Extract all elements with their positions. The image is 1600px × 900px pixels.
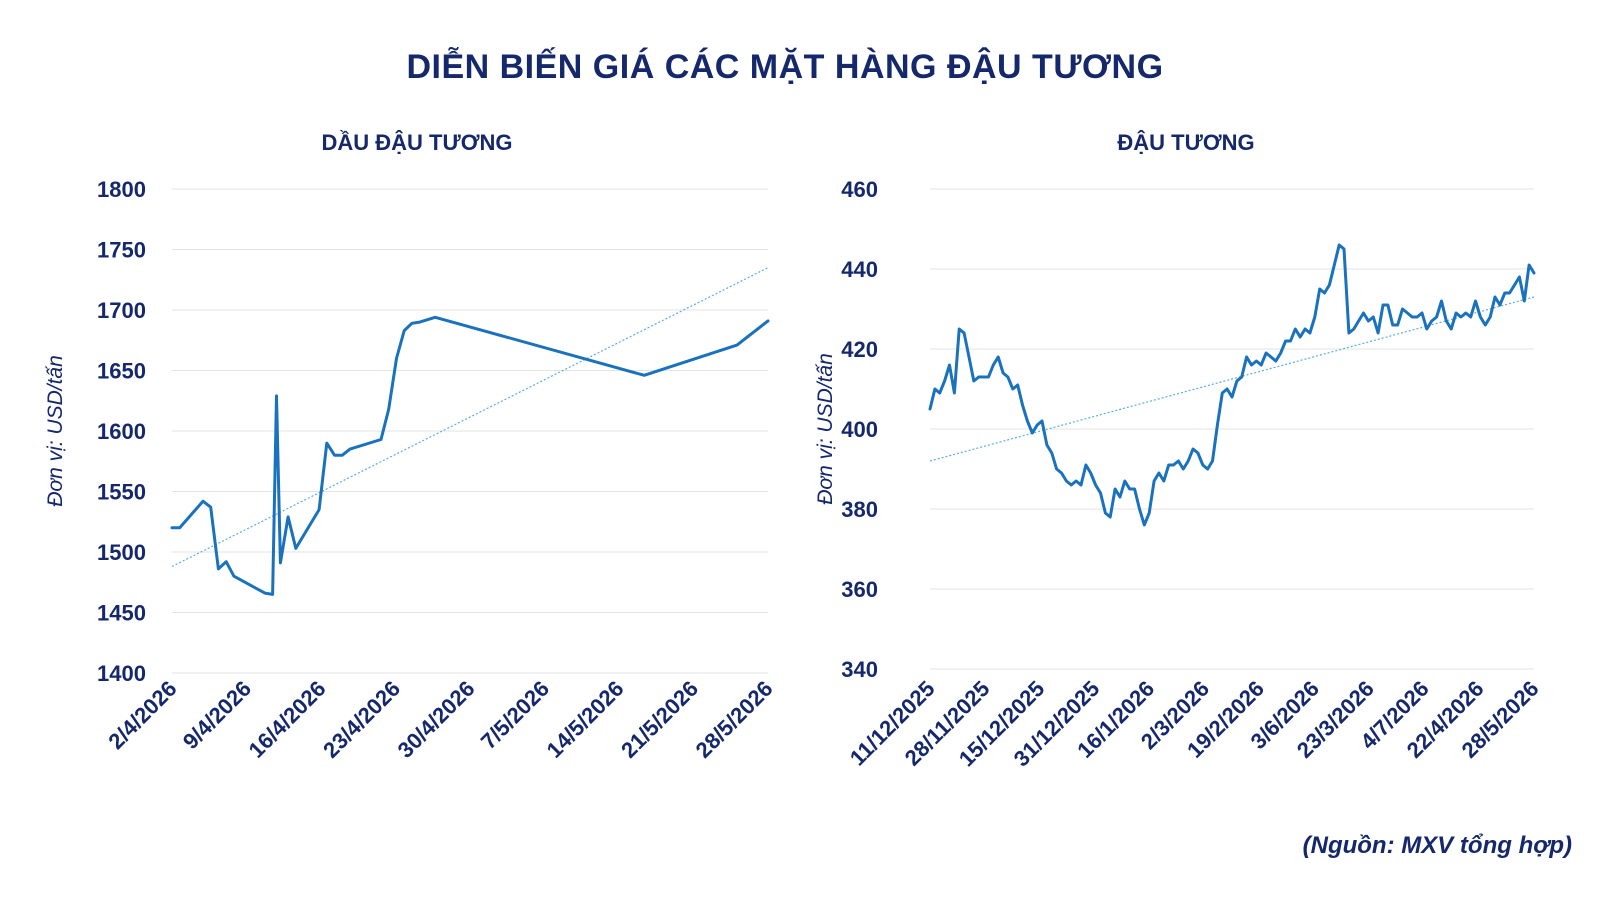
page-title: DIỄN BIẾN GIÁ CÁC MẶT HÀNG ĐẬU TƯƠNG	[406, 48, 1164, 86]
chart-subtitle: ĐẬU TƯƠNG	[1117, 130, 1254, 155]
price-series-line	[170, 315, 770, 596]
y-tick-label: 1750	[97, 238, 146, 263]
y-tick-label: 340	[841, 657, 878, 682]
x-tick-label: 2/4/2026	[103, 676, 181, 754]
x-tick-label: 30/4/2026	[393, 676, 480, 763]
y-tick-label: 1550	[97, 480, 146, 505]
y-tick-label: 1400	[97, 661, 146, 686]
x-tick-label: 7/5/2026	[476, 676, 554, 754]
y-tick-label: 460	[841, 177, 878, 202]
price-series-line	[928, 243, 1536, 527]
trendline	[171, 267, 769, 568]
trendline	[929, 296, 1535, 462]
x-tick-label: 16/4/2026	[244, 676, 331, 763]
soybean-oil-chart: DẦU ĐẬU TƯƠNG Đơn vị: USD/tấn 1400 1450 1500…	[44, 130, 778, 763]
x-tick-label: 28/5/2026	[691, 676, 778, 763]
y-tick-label: 400	[841, 417, 878, 442]
source-note: (Nguồn: MXV tổng hợp)	[1302, 832, 1572, 859]
x-tick-label: 9/4/2026	[178, 676, 256, 754]
y-tick-label: 360	[841, 577, 878, 602]
y-tick-label: 1600	[97, 419, 146, 444]
x-tick-label: 23/4/2026	[318, 676, 405, 763]
y-tick-label: 420	[841, 337, 878, 362]
x-tick-label: 21/5/2026	[616, 676, 703, 763]
x-tick-label: 14/5/2026	[542, 676, 629, 763]
y-tick-label: 1650	[97, 359, 146, 384]
y-axis-label: Đơn vị: USD/tấn	[814, 353, 837, 505]
y-axis-label: Đơn vị: USD/tấn	[44, 355, 67, 507]
soybean-chart: ĐẬU TƯƠNG Đơn vị: USD/tấn 340 360 380 400 420 4…	[814, 130, 1544, 771]
y-tick-label: 1500	[97, 540, 146, 565]
y-tick-label: 440	[841, 257, 878, 282]
y-tick-label: 1450	[97, 601, 146, 626]
y-tick-label: 1800	[97, 177, 146, 202]
y-tick-label: 1700	[97, 298, 146, 323]
y-tick-label: 380	[841, 497, 878, 522]
chart-subtitle: DẦU ĐẬU TƯƠNG	[321, 130, 512, 155]
